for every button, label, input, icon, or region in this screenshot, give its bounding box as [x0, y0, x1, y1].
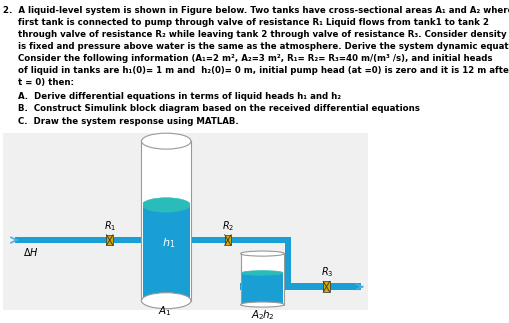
Text: through valve of resistance R₂ while leaving tank 2 through valve of resistance : through valve of resistance R₂ while lea…: [3, 30, 506, 39]
Bar: [285, 283, 361, 290]
Bar: [142, 141, 191, 301]
Text: $A_2$: $A_2$: [250, 308, 264, 322]
Bar: [241, 254, 242, 305]
Bar: [142, 205, 190, 301]
Bar: [191, 237, 288, 244]
Bar: [241, 273, 284, 305]
Text: $R_3$: $R_3$: [321, 266, 333, 279]
Bar: [106, 235, 113, 245]
Bar: [283, 254, 285, 305]
Bar: [142, 141, 143, 301]
Ellipse shape: [142, 293, 191, 309]
Text: t = 0) then:: t = 0) then:: [3, 78, 74, 87]
Text: $A_1$: $A_1$: [158, 305, 172, 318]
Bar: [15, 237, 142, 244]
Bar: [323, 281, 330, 292]
Text: 2.  A liquid-level system is shown in Figure below. Two tanks have cross-section: 2. A liquid-level system is shown in Fig…: [3, 6, 509, 15]
Bar: [224, 235, 231, 245]
Ellipse shape: [241, 302, 284, 307]
Text: $h_2$: $h_2$: [262, 308, 274, 322]
Bar: [286, 237, 291, 290]
Ellipse shape: [241, 251, 285, 256]
Text: $R_2$: $R_2$: [222, 219, 235, 233]
Text: $\Delta H$: $\Delta H$: [23, 246, 39, 258]
Text: C.  Draw the system response using MATLAB.: C. Draw the system response using MATLAB…: [3, 117, 239, 126]
Text: B.  Construct Simulink block diagram based on the received differential equation: B. Construct Simulink block diagram base…: [3, 104, 420, 113]
Ellipse shape: [142, 294, 190, 308]
Text: $R_1$: $R_1$: [104, 219, 117, 233]
Text: $h_1$: $h_1$: [162, 236, 175, 250]
Text: A.  Derive differential equations in terms of liquid heads h₁ and h₂: A. Derive differential equations in term…: [3, 92, 341, 101]
Bar: [241, 254, 285, 305]
Bar: [189, 141, 191, 301]
Ellipse shape: [241, 302, 285, 307]
Text: is fixed and pressure above water is the same as the atmosphere. Derive the syst: is fixed and pressure above water is the…: [3, 42, 509, 51]
Bar: [240, 283, 290, 290]
Text: first tank is connected to pump through valve of resistance R₁ Liquid flows from: first tank is connected to pump through …: [3, 18, 489, 27]
Ellipse shape: [241, 271, 284, 275]
Text: Consider the following information (A₁=2 m², A₂=3 m², R₁= R₂= R₃=40 m/(m³ /s), a: Consider the following information (A₁=2…: [3, 54, 492, 63]
Bar: [3, 133, 368, 310]
Ellipse shape: [142, 133, 191, 149]
Text: of liquid in tanks are h₁(0)= 1 m and  h₂(0)= 0 m, initial pump head (at =0) is : of liquid in tanks are h₁(0)= 1 m and h₂…: [3, 66, 509, 75]
Ellipse shape: [142, 198, 190, 212]
